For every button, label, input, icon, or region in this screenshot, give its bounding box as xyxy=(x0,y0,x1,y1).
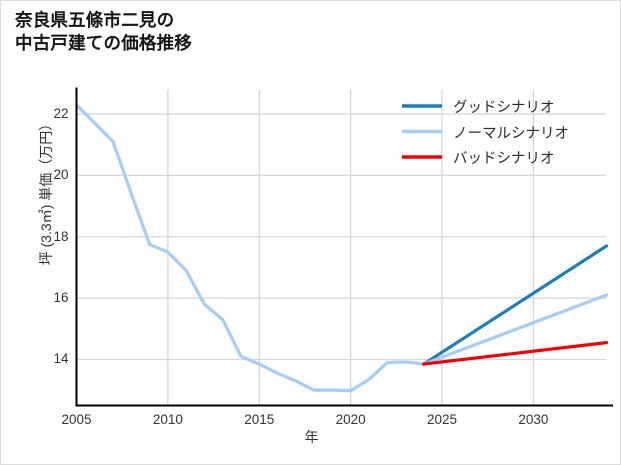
y-tick-label: 16 xyxy=(53,290,69,306)
y-tick-label: 14 xyxy=(53,351,69,367)
x-axis-title: 年 xyxy=(304,429,319,445)
gridlines xyxy=(75,89,607,406)
x-tick-label: 2010 xyxy=(152,411,183,427)
series-line-3 xyxy=(422,341,609,366)
legend-label-0: グッドシナリオ xyxy=(453,100,555,116)
series-line-1 xyxy=(422,244,609,366)
legend-label-1: ノーマルシナリオ xyxy=(453,125,569,142)
legend-swatches xyxy=(402,104,442,159)
axis-spines xyxy=(75,87,613,407)
chart-title: 奈良県五條市二見の 中古戸建ての価格推移 xyxy=(15,10,192,54)
y-tick-label: 18 xyxy=(53,228,69,244)
x-tick-label: 2020 xyxy=(335,411,366,427)
series-line-0 xyxy=(74,103,426,393)
series-line-2 xyxy=(422,293,609,366)
x-tick-label: 2025 xyxy=(426,411,458,427)
y-axis-title: 坪 (3.3㎡) 単価（万円） xyxy=(38,116,54,266)
x-tick-label: 2005 xyxy=(61,411,92,427)
y-tick-label: 20 xyxy=(53,167,69,183)
y-tick-label: 22 xyxy=(53,106,69,122)
legend-label-2: バッドシナリオ xyxy=(453,151,555,167)
data-series-layer xyxy=(74,103,609,393)
x-tick-label: 2030 xyxy=(518,411,549,427)
x-tick-label: 2015 xyxy=(244,411,275,427)
